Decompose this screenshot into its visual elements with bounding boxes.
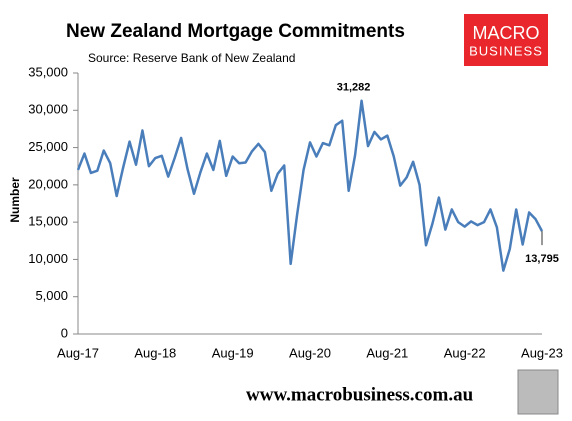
logo-box <box>464 14 548 66</box>
x-tick-label: Aug-21 <box>366 345 408 360</box>
logo-image <box>517 369 559 415</box>
y-tick-label: 0 <box>61 325 68 340</box>
y-tick-label: 5,000 <box>35 288 68 303</box>
logo-text: BUSINESS <box>469 43 543 58</box>
y-tick-label: 30,000 <box>28 102 68 117</box>
data-label: 13,795 <box>525 253 559 265</box>
x-tick-label: Aug-19 <box>212 345 254 360</box>
y-tick-label: 35,000 <box>28 64 68 79</box>
y-tick-label: 25,000 <box>28 139 68 154</box>
chart-subtitle: Source: Reserve Bank of New Zealand <box>88 51 295 65</box>
data-line <box>76 99 544 272</box>
logo: MACRO BUSINESS <box>464 14 548 66</box>
y-tick-label: 20,000 <box>28 176 68 191</box>
footer: www.macrobusiness.com.au <box>246 384 474 405</box>
logo-text: MACRO <box>473 23 540 43</box>
x-tick-label: Aug-20 <box>289 345 331 360</box>
y-tick-label: 15,000 <box>28 214 68 229</box>
x-tick-label: Aug-22 <box>444 345 486 360</box>
y-tick-label: 10,000 <box>28 251 68 266</box>
x-tick-label: Aug-18 <box>134 345 176 360</box>
data-label: 31,282 <box>337 82 371 94</box>
chart-title: New Zealand Mortgage Commitments <box>66 21 405 42</box>
y-axis-label: Number <box>8 177 22 223</box>
x-tick-label: Aug-17 <box>57 345 99 360</box>
x-tick-label: Aug-23 <box>521 345 563 360</box>
